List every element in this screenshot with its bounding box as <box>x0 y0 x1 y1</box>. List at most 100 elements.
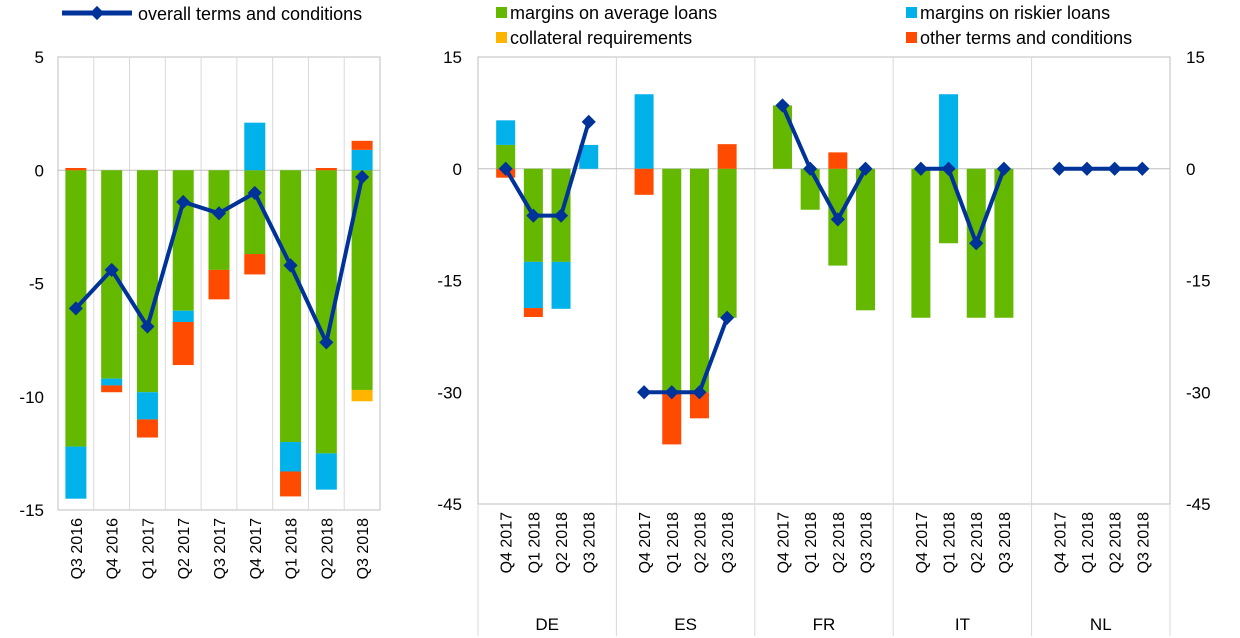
right-x-tick-label: Q4 2017 <box>637 512 654 573</box>
legend-swatch-margins-average <box>496 7 507 18</box>
right-marker-overall <box>664 385 679 400</box>
right-plot-frame <box>477 56 1171 505</box>
right-bar-margins-average <box>911 168 931 318</box>
right-bar-other <box>689 392 709 419</box>
right-marker-overall <box>637 385 652 400</box>
left-y-tick-label: 5 <box>35 48 44 67</box>
right-panel-chart: 15 15 0 0 -15 -15 -30 -30 -45 -45 Q4 2017 Q1 2018 Q2… <box>437 48 1211 636</box>
right-bar-margins-riskier <box>939 94 959 169</box>
left-x-tick-label: Q2 2018 <box>319 518 336 579</box>
right-bar-margins-average <box>689 168 709 393</box>
right-marker-overall <box>858 161 873 176</box>
legend-marker-overall <box>89 5 105 21</box>
right-bar-margins-average <box>717 168 737 318</box>
right-y-tick-label-right: -30 <box>1186 383 1211 402</box>
right-group-label: FR <box>813 615 836 634</box>
right-marker-overall <box>1052 161 1067 176</box>
right-x-tick-label: Q4 2017 <box>914 512 931 573</box>
right-group-label: IT <box>955 615 970 634</box>
left-bar-other <box>280 471 302 497</box>
right-x-tick-label: Q1 2018 <box>526 512 543 573</box>
right-marker-overall <box>553 208 569 223</box>
right-marker-overall <box>913 161 928 176</box>
left-bar-margins-average <box>136 170 158 393</box>
left-bar-other <box>65 167 87 171</box>
left-y-tick-label: -15 <box>19 501 44 520</box>
right-bar-other <box>523 308 543 318</box>
left-marker-overall <box>211 206 227 221</box>
left-marker-overall <box>283 258 298 273</box>
right-y-tick-label-right: 15 <box>1186 48 1205 67</box>
right-group-label: NL <box>1090 615 1112 634</box>
left-marker-overall <box>140 319 155 334</box>
right-bar-margins-riskier <box>496 120 516 145</box>
left-bar-margins-riskier <box>315 453 337 490</box>
left-bar-other <box>315 167 337 171</box>
left-bar-margins-average <box>172 170 194 311</box>
right-bar-other <box>828 152 848 169</box>
left-marker-overall <box>319 335 334 350</box>
right-x-tick-label: Q3 2018 <box>1135 512 1152 573</box>
right-y-tick-label-right: -45 <box>1186 495 1211 514</box>
right-bar-margins-riskier <box>551 261 571 309</box>
legend: overall terms and conditions margins on … <box>62 3 1132 48</box>
left-x-tick-label: Q4 2017 <box>248 518 265 579</box>
left-marker-overall <box>176 194 191 210</box>
legend-swatch-margins-riskier <box>906 7 917 18</box>
left-bar-margins-riskier <box>101 378 123 386</box>
right-bar-margins-riskier <box>579 144 599 169</box>
right-x-tick-label: Q2 2018 <box>554 512 571 573</box>
right-bar-margins-average <box>856 168 876 311</box>
right-x-tick-label: Q1 2018 <box>803 512 820 573</box>
legend-label-overall: overall terms and conditions <box>138 4 362 24</box>
right-x-tick-label: Q4 2017 <box>1052 512 1069 573</box>
legend-item-margins-average: margins on average loans <box>496 3 717 23</box>
legend-swatch-collateral <box>496 32 507 43</box>
right-marker-overall <box>581 114 596 129</box>
right-y-tick-label-left: -45 <box>437 495 462 514</box>
left-x-tick-label: Q3 2016 <box>69 518 86 579</box>
left-x-tick-label: Q3 2017 <box>212 518 229 579</box>
left-y-tick-label: -5 <box>29 275 44 294</box>
legend-item-margins-riskier: margins on riskier loans <box>906 3 1110 23</box>
right-marker-overall <box>996 161 1011 176</box>
right-x-tick-label: Q1 2018 <box>1080 512 1097 573</box>
right-y-tick-label-left: -30 <box>437 383 462 402</box>
left-y-tick-label: 0 <box>35 161 44 180</box>
right-marker-overall <box>775 98 790 113</box>
right-y-tick-label-left: 0 <box>453 160 462 179</box>
right-bar-margins-riskier <box>523 261 543 309</box>
left-y-tick-label: -10 <box>19 388 44 407</box>
right-y-tick-label-right: 0 <box>1186 160 1195 179</box>
right-x-tick-label: Q4 2017 <box>499 512 516 573</box>
right-bar-other <box>634 168 654 195</box>
right-group-label: ES <box>674 615 697 634</box>
legend-swatch-other <box>906 32 917 43</box>
left-bar-other <box>101 385 123 393</box>
right-bar-other <box>662 392 682 445</box>
right-y-tick-label-left: -15 <box>437 272 462 291</box>
right-line-overall <box>780 104 868 222</box>
left-bar-margins-average <box>315 170 337 454</box>
left-bar-margins-riskier <box>172 310 194 323</box>
right-x-tick-label: Q2 2018 <box>692 512 709 573</box>
right-y-tick-label-right: -15 <box>1186 272 1211 291</box>
left-bar-margins-riskier <box>351 149 373 171</box>
legend-label-collateral: collateral requirements <box>510 28 692 48</box>
left-bar-other <box>172 322 194 366</box>
left-bar-other <box>208 269 230 300</box>
left-bar-margins-riskier <box>244 122 266 171</box>
right-x-tick-label: Q2 2018 <box>831 512 848 573</box>
right-x-tick-label: Q1 2018 <box>665 512 682 573</box>
right-marker-overall <box>830 212 845 227</box>
right-x-tick-label: Q3 2018 <box>582 512 599 573</box>
right-bar-other <box>717 144 737 169</box>
right-marker-overall <box>498 161 513 176</box>
left-bar-collateral <box>351 389 373 402</box>
left-x-tick-label: Q2 2017 <box>176 518 193 579</box>
right-marker-overall <box>1135 161 1150 176</box>
right-line-overall <box>920 166 1006 246</box>
left-panel-chart: 5 0 -5 -10 -15 Q3 2016 Q4 2016 Q1 2017 Q2 2017 Q3… <box>19 48 381 579</box>
left-bar-margins-average <box>351 170 373 390</box>
